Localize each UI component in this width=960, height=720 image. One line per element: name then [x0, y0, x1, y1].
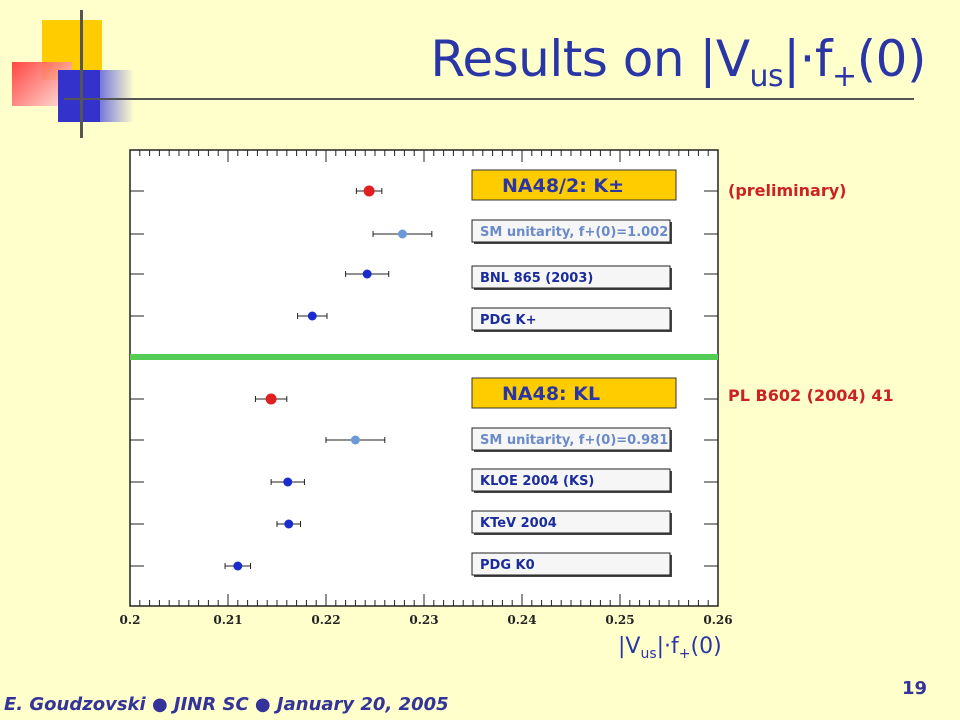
series-label: NA48: KL: [502, 383, 600, 405]
data-point: [233, 561, 243, 571]
legend-box: [471, 552, 671, 576]
data-point: [350, 435, 360, 445]
title-main: Results on |V: [430, 30, 750, 88]
x-tick-label: 0.2: [120, 613, 141, 627]
series-label: BNL 865 (2003): [480, 271, 593, 286]
title-tail: |·f: [783, 30, 833, 88]
x-tick-label: 0.24: [507, 613, 536, 627]
series-label: KTeV 2004: [480, 516, 557, 531]
legend-highlight-box: [471, 377, 677, 409]
legend-box: [471, 510, 671, 534]
title-end: (0): [856, 30, 927, 88]
legend-box: [471, 307, 671, 331]
x-tick-label: 0.25: [605, 613, 634, 627]
data-point: [362, 269, 372, 279]
slide-title: Results on |Vus|·f+(0): [430, 30, 926, 94]
data-point: [284, 519, 294, 529]
legend-box: [471, 427, 671, 451]
decor-vertical-line: [80, 10, 83, 138]
series-label: PDG K+: [480, 313, 536, 328]
legend-box: [471, 265, 671, 289]
series-label: SM unitarity, f+(0)=1.002: [480, 225, 668, 240]
x-tick-label: 0.26: [703, 613, 732, 627]
title-sub: us: [749, 59, 784, 94]
lower-note: PL B602 (2004) 41: [728, 386, 894, 405]
x-axis-label: |Vus|·f+(0): [618, 634, 722, 662]
footer-text: E. Goudzovski ● JINR SC ● January 20, 20…: [4, 694, 449, 715]
upper-note: (preliminary): [728, 181, 847, 200]
series-label: PDG K0: [480, 558, 535, 573]
data-point: [363, 185, 375, 197]
legend-box: [471, 468, 671, 492]
decor-blue-fade: [100, 70, 134, 122]
title-sub2: +: [832, 59, 857, 94]
series-label: KLOE 2004 (KS): [480, 474, 594, 489]
data-point: [307, 311, 317, 321]
series-label: NA48/2: K±: [502, 175, 624, 197]
decor-horizontal-line: [64, 98, 914, 100]
data-point: [397, 229, 407, 239]
legend-box: [471, 219, 671, 243]
data-point: [283, 477, 293, 487]
x-tick-label: 0.22: [311, 613, 340, 627]
series-label: SM unitarity, f+(0)=0.981: [480, 433, 668, 448]
data-point: [265, 393, 277, 405]
legend-highlight-box: [471, 169, 677, 201]
x-tick-label: 0.21: [213, 613, 242, 627]
page-number: 19: [902, 678, 928, 699]
x-tick-label: 0.23: [409, 613, 438, 627]
